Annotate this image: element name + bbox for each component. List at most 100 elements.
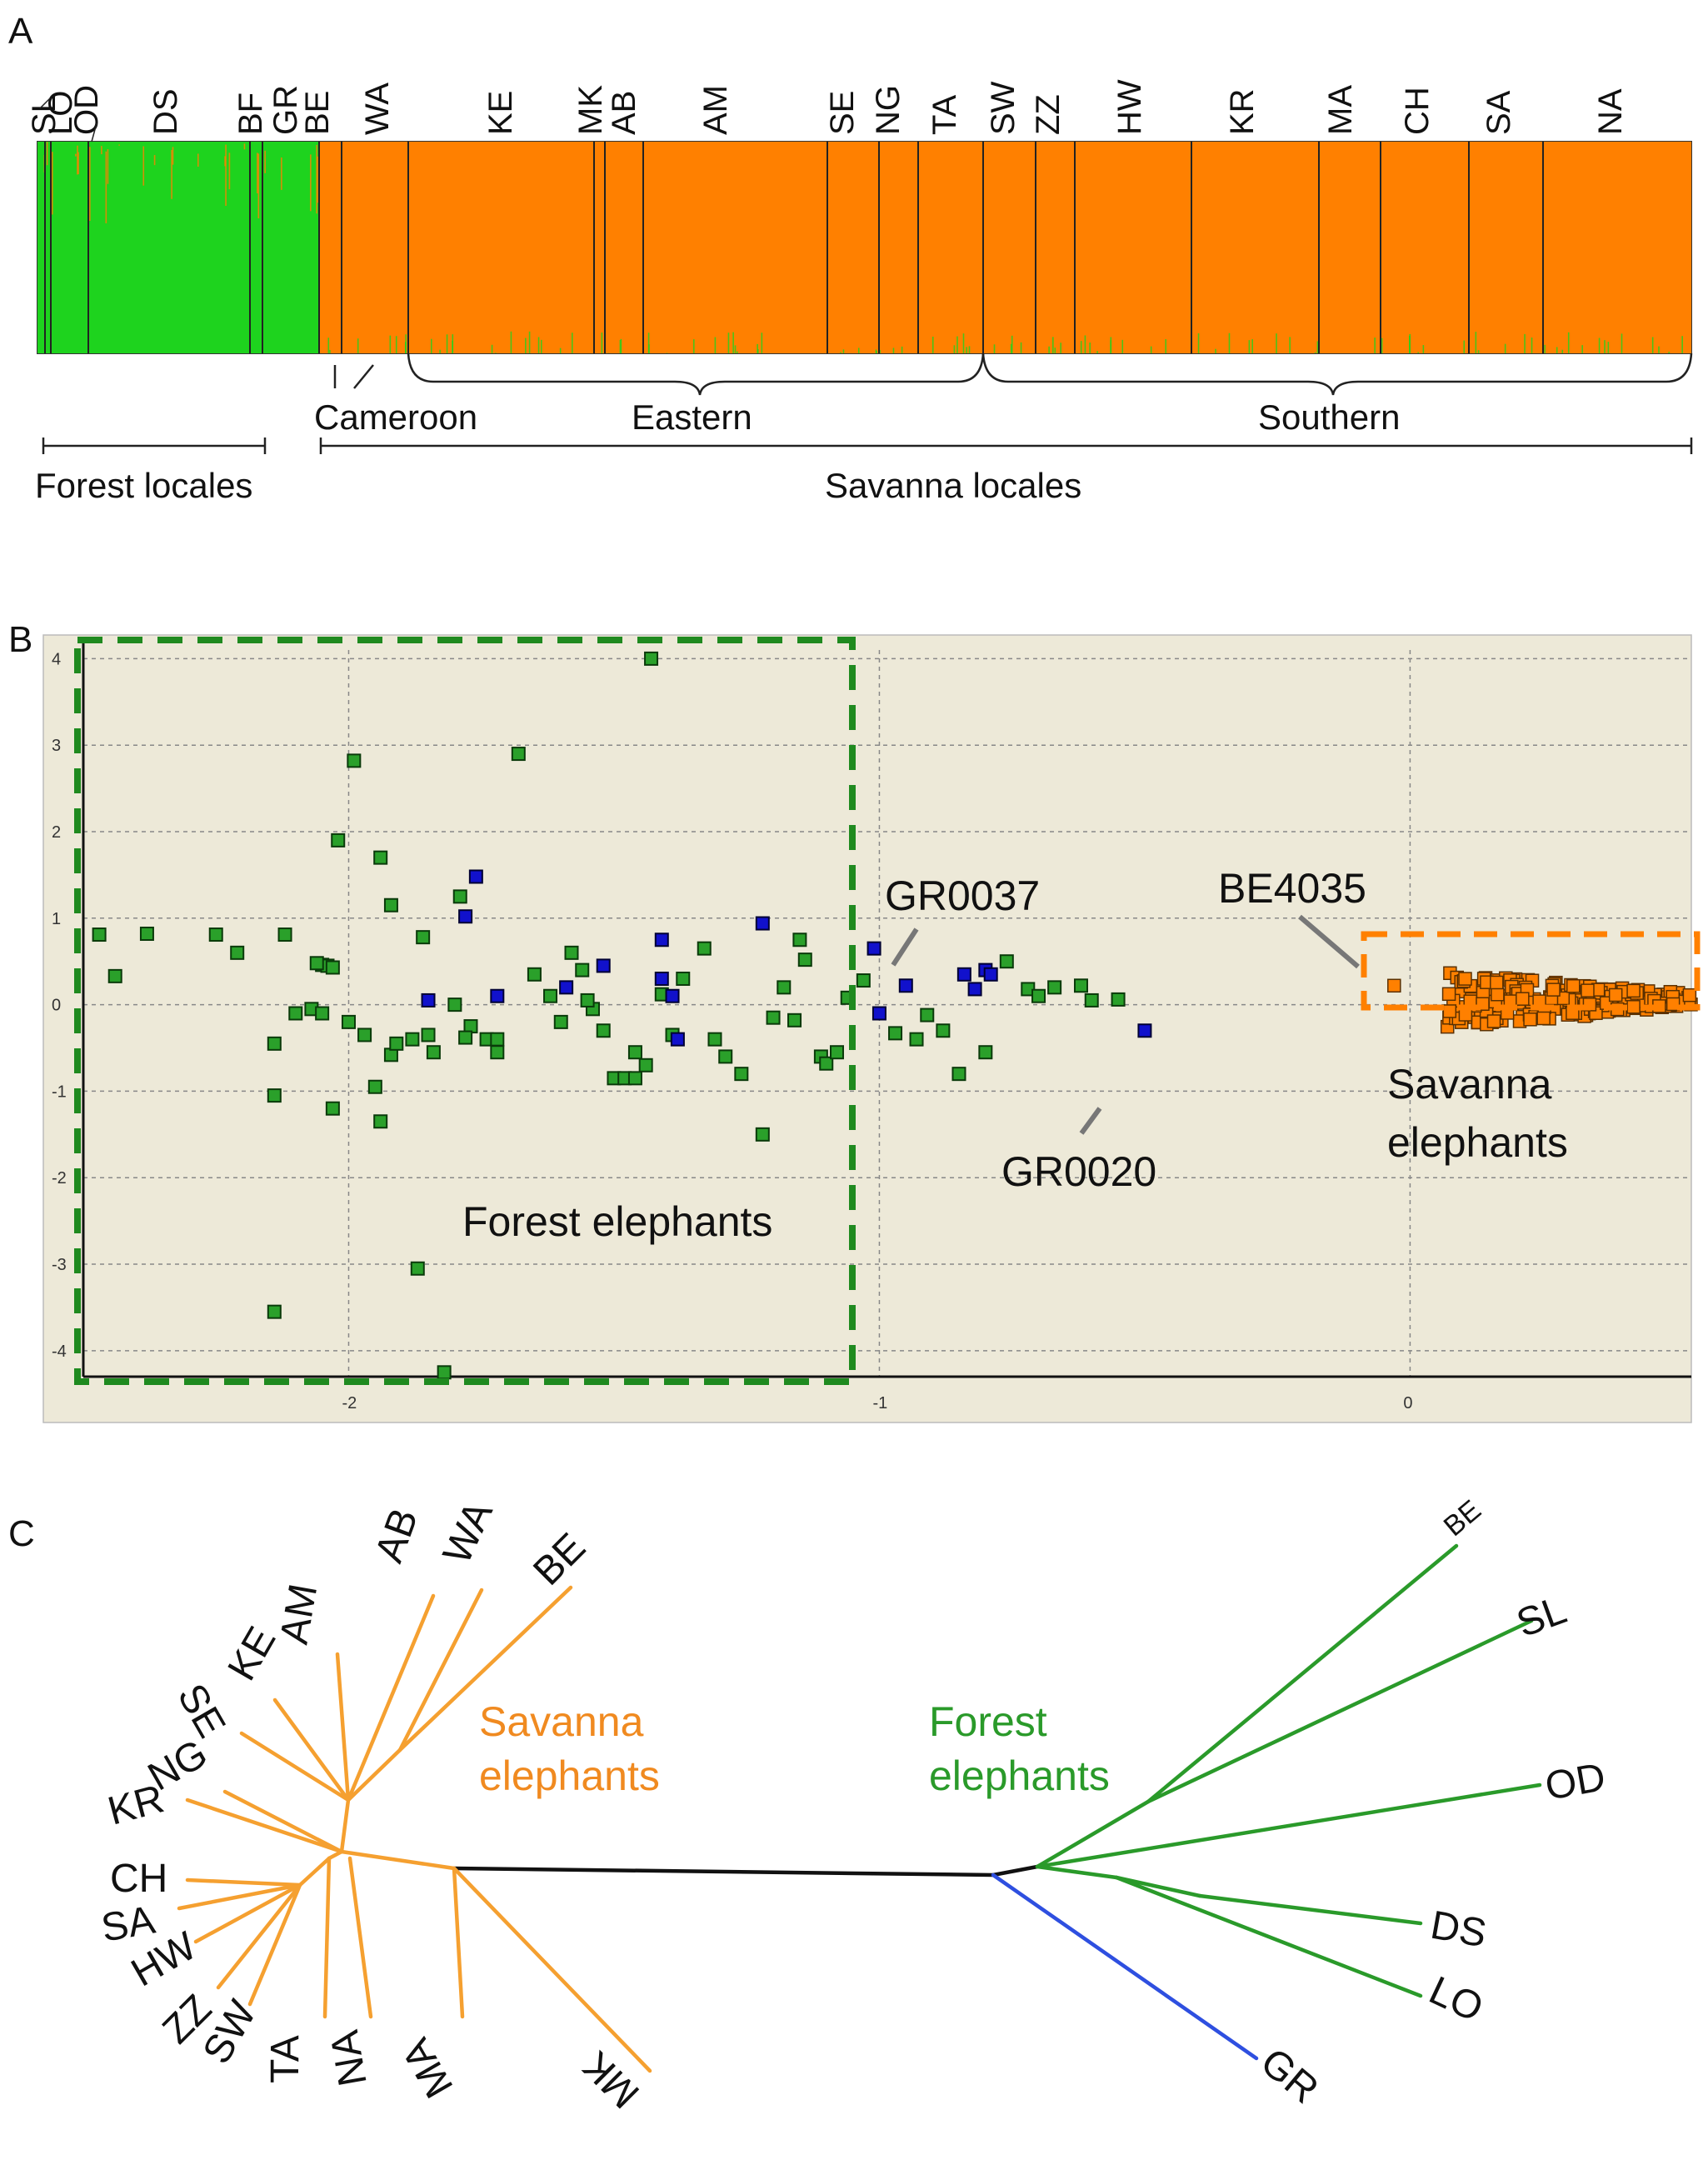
admixture-streak: [389, 335, 392, 353]
region-label-eastern: Eastern: [632, 398, 752, 437]
forest-point: [277, 928, 292, 942]
savanna-internal: [297, 1856, 332, 1888]
locale-segment-mk: [593, 142, 605, 353]
admixture-streak: [1251, 339, 1253, 353]
admixture-streak: [1121, 339, 1124, 353]
locale-label-hw: HW: [1111, 79, 1148, 135]
forest-point: [676, 971, 691, 986]
savanna-internal: [346, 1748, 402, 1802]
forest-point: [627, 1071, 642, 1086]
forest-point: [596, 1023, 611, 1038]
admixture-streak: [537, 337, 540, 353]
admixture-streak: [559, 348, 562, 353]
admixture-streak: [446, 334, 448, 353]
admixture-streak: [1060, 342, 1061, 353]
locale-bar-ab: [605, 142, 643, 353]
locale-label-am: AM: [697, 85, 734, 135]
admixture-streak: [317, 156, 319, 203]
savanna-point: [1486, 1014, 1501, 1028]
forest-point: [1111, 992, 1126, 1007]
admixture-streak: [879, 349, 881, 353]
savanna-leaf-label-na: NA: [322, 2027, 376, 2089]
forest-point: [347, 753, 362, 768]
locale-bar-sl: [37, 142, 45, 353]
admixture-streak: [1561, 349, 1564, 353]
forest-point: [309, 956, 324, 971]
savanna-branch-na: [347, 1856, 373, 2019]
annotation-leader-be4035: [1298, 914, 1360, 969]
savanna-leaf-label-ab: AB: [367, 1502, 427, 1568]
savanna-leaf-label-kr: KR: [103, 1777, 168, 1833]
admixture-streak: [1422, 345, 1425, 353]
forest-point: [543, 988, 558, 1003]
blue-point: [898, 978, 913, 993]
admixture-streak: [1417, 352, 1420, 353]
admixture-streak: [1621, 333, 1623, 353]
admixture-streak: [931, 336, 934, 353]
forest-point: [331, 832, 346, 848]
admixture-streak: [172, 147, 174, 165]
forest-point: [511, 747, 526, 762]
savanna-point: [1626, 983, 1641, 998]
admixture-streak: [648, 344, 650, 353]
scatter-frame: [42, 634, 1692, 1423]
admixture-streak: [1668, 352, 1670, 353]
admixture-streak: [892, 348, 895, 353]
blue-point: [956, 967, 971, 982]
savanna-point: [1666, 997, 1681, 1012]
locale-segment-se: [827, 142, 881, 353]
locale-bar-ke: [408, 142, 594, 353]
locale-label-se: SE: [824, 91, 861, 135]
admixture-streak: [316, 144, 317, 214]
admixture-streak: [647, 332, 650, 353]
blue-point: [670, 1032, 685, 1047]
admixture-streak: [842, 349, 845, 353]
locale-label-ke: KE: [482, 91, 519, 135]
y-tick-label: 3: [52, 737, 61, 755]
locale-segment-ds: [87, 142, 250, 353]
locale-segment-be: [318, 142, 342, 353]
forest-point: [553, 1014, 568, 1029]
forest-point: [1084, 992, 1099, 1008]
admixture-streak: [257, 153, 260, 219]
savanna-leaf-label-mk: MK: [574, 2042, 647, 2116]
admixture-streak: [1110, 337, 1112, 353]
blue-point: [967, 982, 982, 997]
forest-point: [490, 1032, 505, 1047]
blue-point: [654, 932, 669, 948]
habitat-label-savanna: Savanna locales: [825, 466, 1081, 505]
admixture-streak: [1215, 348, 1216, 353]
locale-label-lo: LO: [42, 91, 79, 135]
locale-label-ma: MA: [1322, 85, 1359, 135]
forest-point: [575, 962, 590, 978]
blue-point: [421, 992, 436, 1008]
admixture-streak: [692, 339, 695, 353]
admixture-streak: [757, 343, 758, 353]
admixture-streak: [1658, 346, 1660, 353]
admixture-streak: [357, 338, 359, 353]
annotation-leader-gr0037: [891, 928, 919, 967]
admixture-streak: [51, 152, 53, 215]
admixture-streak: [876, 351, 877, 353]
group-label-savanna-1: Savanna: [1387, 1061, 1552, 1108]
admixture-streak: [1544, 344, 1546, 353]
forest-point: [829, 1045, 844, 1060]
blue-point: [1137, 1023, 1152, 1038]
savanna-branch-ta: [322, 1856, 332, 2019]
forest-point: [230, 945, 245, 960]
savanna-point: [1682, 988, 1697, 1002]
admixture-streak: [495, 352, 497, 353]
locale-bar-bf: [250, 142, 262, 353]
scatter-axes: 4 3 2 1 0 -1 -2 -3 -4 -2 -1 0: [52, 643, 1691, 1412]
savanna-branch-hw: [193, 1882, 302, 1944]
locale-segment-lo: [44, 142, 51, 353]
admixture-streak: [619, 340, 622, 353]
panel-label-a: A: [8, 11, 33, 52]
savanna-point: [1608, 988, 1623, 1002]
southern-brace: [981, 352, 1693, 396]
blue-point: [468, 869, 483, 884]
